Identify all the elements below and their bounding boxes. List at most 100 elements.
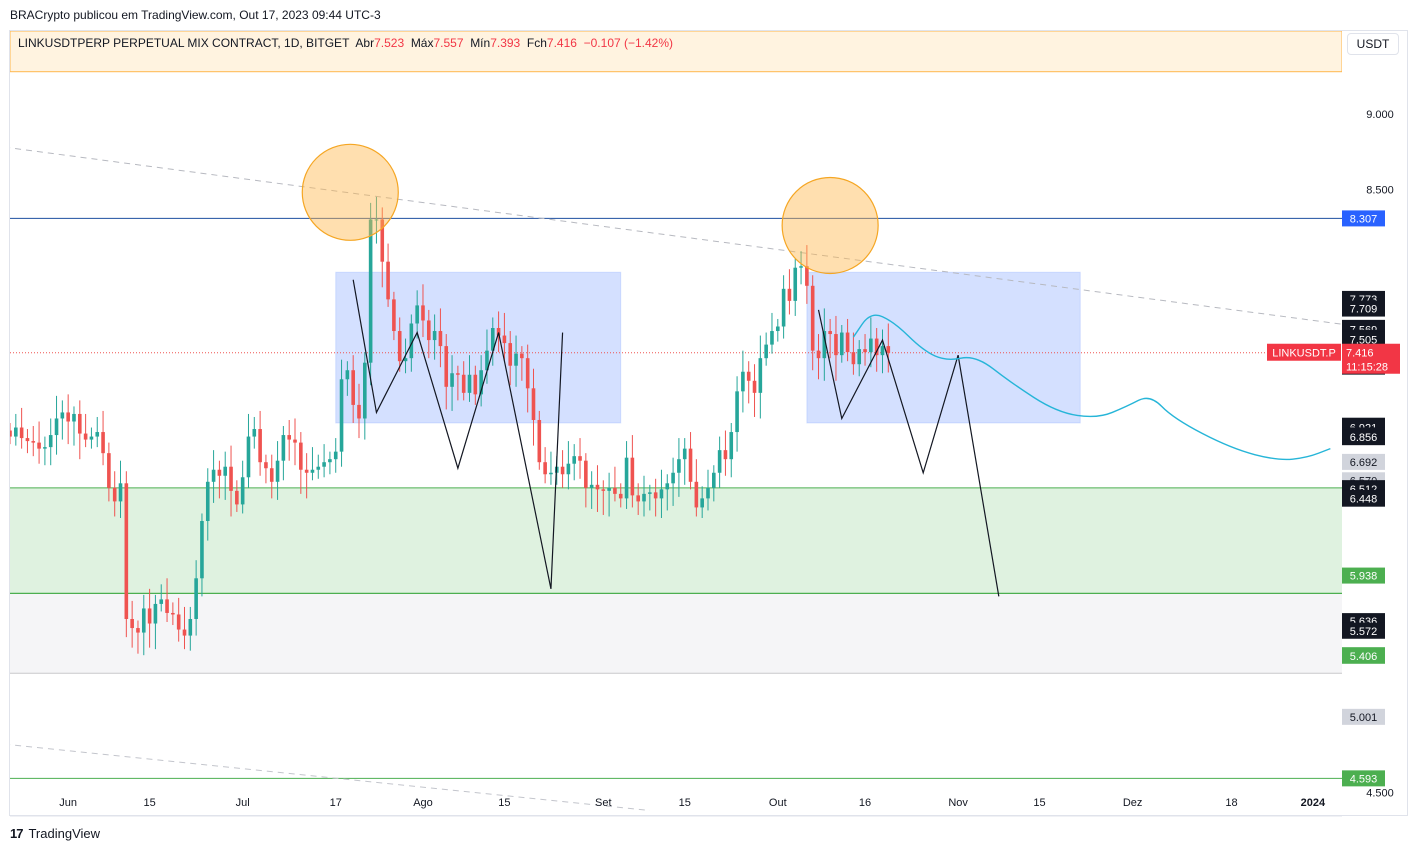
resistance-price-tag: 8.307: [1342, 210, 1385, 227]
candle: [141, 594, 146, 656]
candle: [874, 328, 879, 372]
candle-body: [438, 331, 443, 347]
candle: [19, 407, 24, 449]
candle-body: [25, 438, 30, 442]
candle: [345, 361, 350, 396]
candle: [194, 560, 198, 636]
candle: [584, 453, 588, 508]
candle-body: [700, 498, 704, 508]
candle: [723, 430, 728, 476]
tradingview-logo-icon: 17: [10, 826, 24, 841]
candle-body: [787, 288, 792, 301]
candle: [95, 416, 100, 448]
high-value: 7.557: [433, 36, 464, 50]
candle: [397, 317, 402, 372]
candle-body: [415, 305, 419, 324]
candle-body: [863, 349, 867, 353]
candle-body: [793, 267, 798, 301]
candle-body: [828, 331, 832, 335]
candle-body: [514, 353, 518, 366]
candle-body: [648, 492, 652, 494]
candle: [182, 606, 187, 650]
candle: [432, 314, 437, 360]
price-tag-text: 7.505: [1350, 334, 1378, 346]
close-label: Fch: [526, 36, 547, 50]
candle-body: [223, 466, 228, 476]
candle: [310, 447, 315, 481]
candle-body: [525, 358, 530, 389]
candle-body: [432, 331, 437, 341]
candle-body: [723, 450, 728, 460]
x-tick-label: Jul: [236, 797, 250, 809]
currency-button[interactable]: USDT: [1347, 33, 1399, 55]
candle: [863, 334, 867, 366]
candle: [810, 275, 815, 371]
price-tag-bg: [1342, 647, 1385, 664]
candle: [531, 368, 536, 446]
candle-body: [618, 493, 623, 499]
price-tag: 6.856: [1342, 429, 1385, 446]
candle: [235, 480, 239, 512]
candle-body: [363, 362, 367, 419]
candle: [514, 335, 518, 387]
candle: [217, 460, 222, 499]
x-tick-label: 15: [679, 797, 691, 809]
candle-body: [537, 419, 542, 463]
candle: [351, 355, 355, 423]
candle: [775, 318, 780, 342]
candle: [508, 331, 513, 386]
candle: [490, 317, 495, 366]
candle-body: [159, 599, 164, 604]
candle: [25, 429, 30, 454]
candle-body: [613, 487, 617, 494]
candle-body: [310, 469, 315, 473]
candle: [165, 578, 169, 623]
footer: 17 TradingView: [10, 826, 100, 841]
candle: [281, 426, 286, 481]
candle: [176, 597, 181, 642]
candle: [264, 454, 268, 484]
low-value: 7.393: [490, 36, 521, 50]
candle-body: [328, 459, 332, 463]
candle-body: [601, 489, 606, 491]
candle: [246, 413, 251, 488]
symbol-tag-text: LINKUSDT.P: [1272, 348, 1336, 360]
candle-body: [712, 472, 716, 488]
candle: [578, 438, 582, 479]
candle: [380, 207, 385, 288]
candle-body: [153, 603, 158, 624]
candle-body: [659, 489, 664, 499]
candle: [839, 325, 844, 363]
candle-body: [752, 380, 757, 393]
price-tag-text: 6.448: [1350, 494, 1378, 506]
candle: [682, 438, 687, 485]
candle-body: [502, 335, 507, 344]
candle: [461, 361, 466, 401]
low-label: Mín: [470, 36, 491, 50]
candle: [438, 308, 443, 368]
candle: [415, 290, 419, 339]
candle: [333, 438, 338, 473]
candle-body: [572, 456, 577, 464]
candle: [805, 245, 809, 304]
candle: [48, 418, 53, 466]
pattern-zigzag-left: [352, 279, 564, 589]
price-tag-bg: [1342, 429, 1385, 446]
current-price-block: LINKUSDT.P 7.416 11:15:28: [1267, 343, 1400, 374]
candle: [659, 469, 664, 518]
brand-name: TradingView: [28, 826, 101, 841]
candle: [240, 460, 245, 514]
candle-body: [287, 435, 291, 440]
x-tick-label: 17: [330, 797, 342, 809]
candle: [618, 483, 623, 508]
candle-body: [386, 261, 390, 300]
candle: [287, 419, 291, 461]
support-price-tag: 4.593: [1342, 770, 1385, 787]
candle: [339, 359, 344, 467]
candle: [642, 475, 646, 517]
candle-body: [269, 468, 274, 482]
candle-body: [735, 391, 739, 433]
candle-body: [508, 343, 513, 366]
candle: [107, 442, 111, 502]
